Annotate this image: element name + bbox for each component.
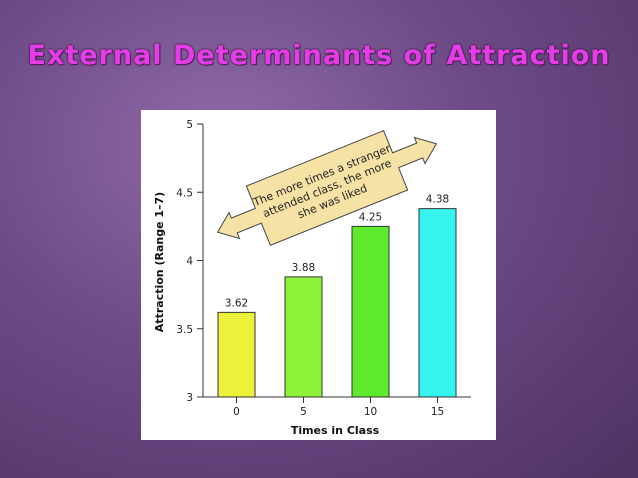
y-tick-label: 4 <box>186 256 193 268</box>
x-tick-label: 5 <box>300 406 307 418</box>
chart-panel: Attraction (Range 1–7) Times in Class 3 3… <box>141 110 496 440</box>
bar <box>351 225 390 398</box>
y-tick-label: 4.5 <box>176 187 193 199</box>
y-axis-label: Attraction (Range 1–7) <box>153 192 166 332</box>
bar-value-label: 3.62 <box>225 297 248 309</box>
x-tick-label: 15 <box>431 406 444 418</box>
y-tick-label: 3 <box>186 392 193 404</box>
x-axis-label: Times in Class <box>291 424 380 437</box>
y-tick-label: 3.5 <box>176 324 193 336</box>
bar <box>284 276 323 398</box>
x-tick-label: 0 <box>233 406 240 418</box>
bar-value-label: 3.88 <box>292 262 315 274</box>
bar <box>418 208 457 398</box>
bar-value-label: 4.25 <box>359 211 382 223</box>
bar-chart: Attraction (Range 1–7) Times in Class 3 3… <box>153 119 471 437</box>
y-tick-label: 5 <box>186 119 193 131</box>
annotation-shape <box>216 129 438 247</box>
bar <box>217 311 256 398</box>
x-tick-label: 10 <box>364 406 377 418</box>
slide-title: External Determinants of Attraction <box>27 40 611 71</box>
bar-value-label: 4.38 <box>426 194 449 206</box>
